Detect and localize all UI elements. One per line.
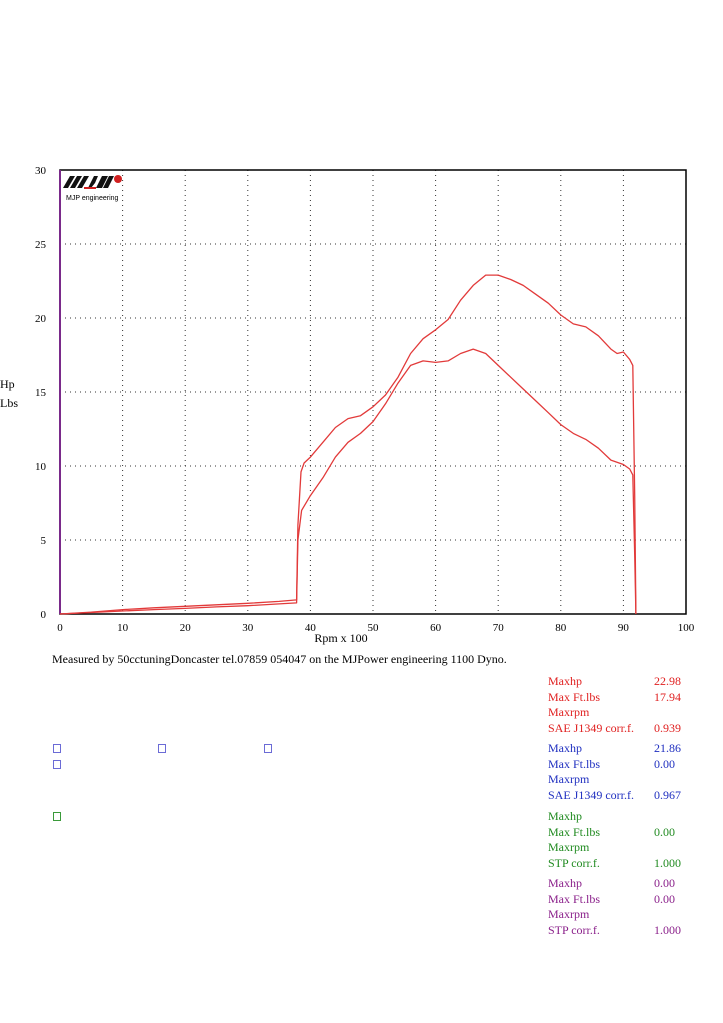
- results-group: Maxhp 0.00 Max Ft.lbs 0.00 Maxrpm STP corr.f.…: [548, 876, 688, 938]
- result-row: Maxrpm: [548, 772, 688, 788]
- x-tick-label: 50: [368, 622, 380, 634]
- results-group: Maxhp Max Ft.lbs 0.00 Maxrpm STP corr.f. 1.00…: [548, 809, 688, 871]
- y-tick-label: 20: [35, 313, 47, 325]
- results-group: Maxhp 22.98 Max Ft.lbs 17.94 Maxrpm SAE J1349…: [548, 674, 688, 736]
- result-value: 17.94: [654, 689, 681, 704]
- result-row: Maxhp 0.00: [548, 876, 688, 892]
- result-value: 1.000: [654, 855, 681, 870]
- y-tick-label: 0: [41, 609, 47, 621]
- series-checkbox[interactable]: [53, 812, 61, 821]
- result-value: [654, 809, 688, 825]
- measurement-note: Measured by 50cctuningDoncaster tel.0785…: [52, 652, 507, 666]
- logo-text: MJP engineering: [66, 195, 119, 202]
- result-value: 0.939: [654, 720, 681, 735]
- result-label: SAE J1349 corr.f.: [548, 787, 634, 802]
- result-label: SAE J1349 corr.f.: [548, 720, 634, 735]
- x-tick-label: 100: [678, 622, 695, 634]
- result-value: [654, 840, 688, 856]
- result-value: 0.00: [654, 756, 675, 771]
- mjp-logo: MJP engineering: [63, 175, 122, 202]
- y-tick-label: 10: [35, 461, 47, 473]
- x-tick-label: 30: [242, 622, 254, 634]
- y-axis-label-lbs: Lbs: [0, 396, 18, 410]
- result-row: Maxhp 21.86: [548, 741, 688, 757]
- series-checkbox[interactable]: [53, 744, 61, 753]
- result-label: Maxrpm: [548, 907, 590, 921]
- series-lines: [59, 274, 637, 615]
- result-label: Max Ft.lbs: [548, 689, 601, 704]
- result-value: [654, 705, 688, 721]
- result-row: Max Ft.lbs 0.00: [548, 825, 688, 841]
- result-label: STP corr.f.: [548, 922, 600, 937]
- x-axis-title: Rpm x 100: [314, 631, 367, 645]
- result-value: 0.00: [654, 824, 675, 839]
- result-row: Maxhp 22.98: [548, 674, 688, 690]
- result-value: 21.86: [654, 741, 681, 755]
- result-value: 22.98: [654, 674, 681, 688]
- result-row: Max Ft.lbs 0.00: [548, 892, 688, 908]
- result-label: Maxhp: [548, 741, 582, 755]
- result-label: Maxhp: [548, 809, 582, 823]
- result-value: 0.00: [654, 891, 675, 906]
- result-row: STP corr.f. 1.000: [548, 856, 688, 872]
- result-row: Maxrpm: [548, 840, 688, 856]
- x-tick-label: 80: [555, 622, 567, 634]
- result-label: Maxrpm: [548, 772, 590, 786]
- result-label: Maxrpm: [548, 705, 590, 719]
- series-line-2: [59, 348, 637, 615]
- result-row: SAE J1349 corr.f. 0.967: [548, 788, 688, 804]
- results-group: Maxhp 21.86 Max Ft.lbs 0.00 Maxrpm SAE J1349 …: [548, 741, 688, 803]
- plot-frame: [59, 169, 687, 615]
- result-value: [654, 772, 688, 788]
- grid: [60, 170, 686, 614]
- result-row: Maxrpm: [548, 705, 688, 721]
- x-tick-label: 90: [618, 622, 630, 634]
- result-row: Max Ft.lbs 0.00: [548, 757, 688, 773]
- series-line-1: [59, 274, 637, 615]
- series-checkbox[interactable]: [53, 760, 61, 769]
- series-checkbox[interactable]: [158, 744, 166, 753]
- result-row: Max Ft.lbs 17.94: [548, 690, 688, 706]
- result-value: 0.967: [654, 787, 681, 802]
- tick-labels: 0 10 20 30 40 50 60 70 80 90 100 0 5 10 15 20 25 30: [35, 165, 695, 634]
- result-value: 0.00: [654, 876, 675, 890]
- result-label: STP corr.f.: [548, 855, 600, 870]
- x-tick-label: 0: [57, 622, 63, 634]
- result-label: Maxhp: [548, 876, 582, 890]
- result-label: Max Ft.lbs: [548, 891, 601, 906]
- y-tick-label: 25: [35, 239, 47, 251]
- y-tick-label: 15: [35, 387, 47, 399]
- result-label: Maxhp: [548, 674, 582, 688]
- result-value: [654, 907, 688, 923]
- result-label: Max Ft.lbs: [548, 756, 601, 771]
- y-tick-label: 5: [41, 535, 47, 547]
- x-tick-label: 60: [430, 622, 442, 634]
- x-tick-label: 20: [180, 622, 192, 634]
- x-tick-label: 10: [117, 622, 129, 634]
- y-tick-label: 30: [35, 165, 47, 177]
- result-row: Maxhp: [548, 809, 688, 825]
- result-label: Maxrpm: [548, 840, 590, 854]
- result-row: Maxrpm: [548, 907, 688, 923]
- x-tick-label: 70: [493, 622, 505, 634]
- result-row: SAE J1349 corr.f. 0.939: [548, 721, 688, 737]
- result-label: Max Ft.lbs: [548, 824, 601, 839]
- result-value: 1.000: [654, 922, 681, 937]
- series-checkbox[interactable]: [264, 744, 272, 753]
- result-row: STP corr.f. 1.000: [548, 923, 688, 939]
- y-axis-label-hp: Hp: [0, 377, 15, 391]
- x-tick-label: 40: [305, 622, 317, 634]
